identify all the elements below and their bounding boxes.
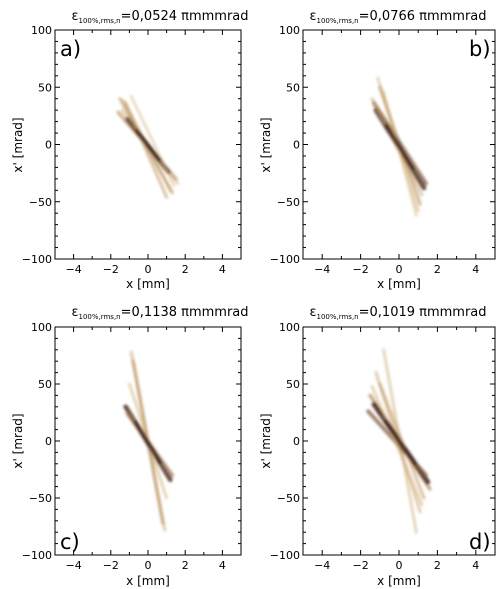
- title-value: =0,0524 πmmmrad: [121, 9, 249, 24]
- density-band: [370, 384, 424, 507]
- panel-label: a): [60, 37, 81, 61]
- x-axis-label: x [mm]: [126, 277, 170, 291]
- y-tick-label: 50: [38, 81, 52, 94]
- panel-label: b): [469, 37, 491, 61]
- x-tick-label: 4: [472, 559, 479, 572]
- density-band: [378, 382, 426, 500]
- x-tick-label: −4: [65, 559, 81, 572]
- x-tick-label: −2: [352, 263, 368, 276]
- x-tick-label: 2: [434, 263, 441, 276]
- title-epsilon: ε: [309, 9, 316, 24]
- y-tick-label: 100: [31, 24, 52, 37]
- y-tick-label: 50: [286, 81, 300, 94]
- y-tick-label: −100: [22, 549, 52, 562]
- y-axis-label: x' [mrad]: [259, 117, 273, 172]
- y-tick-label: 50: [38, 378, 52, 391]
- x-tick-label: −2: [352, 559, 368, 572]
- panel-d: ε100%,rms,n=0,1019 πmmmrad −4 −2 0 2 4 −100 −5…: [259, 305, 496, 588]
- x-axis-label: x [mm]: [126, 574, 170, 588]
- panel-label: d): [469, 530, 491, 554]
- panel-title: ε100%,rms,n=0,1019 πmmmrad: [309, 305, 486, 321]
- x-axis-label: x [mm]: [377, 277, 421, 291]
- title-subscript: 100%,rms,n: [79, 313, 121, 321]
- x-tick-label: −2: [103, 559, 119, 572]
- title-value: =0,1019 πmmmrad: [359, 305, 487, 320]
- density-core: [134, 128, 162, 162]
- y-tick-label: −50: [277, 196, 300, 209]
- y-tick-label: 0: [45, 139, 52, 152]
- panel-title: ε100%,rms,n=0,0766 πmmmrad: [309, 9, 486, 25]
- y-tick-label: 0: [293, 435, 300, 448]
- panel-c: ε100%,rms,n=0,1138 πmmmrad −4 −2 0 2 4 −100 −5…: [11, 305, 249, 588]
- density-core: [383, 419, 417, 466]
- x-tick-label: −4: [314, 559, 330, 572]
- y-tick-label: −100: [270, 253, 300, 266]
- x-tick-label: 4: [472, 263, 479, 276]
- density-marks: [116, 95, 180, 199]
- x-tick-label: 2: [182, 559, 189, 572]
- y-axis-label: x' [mrad]: [259, 413, 273, 468]
- title-subscript: 100%,rms,n: [79, 17, 121, 25]
- title-epsilon: ε: [71, 9, 78, 24]
- axis-ticks: −4 −2 0 2 4 −100 −50 0 50 100: [22, 321, 242, 572]
- title-epsilon: ε: [71, 305, 78, 320]
- density-band: [124, 101, 169, 199]
- x-tick-label: 4: [219, 263, 226, 276]
- title-value: =0,0766 πmmmrad: [359, 9, 487, 24]
- y-tick-label: −50: [29, 492, 52, 505]
- density-band: [382, 90, 418, 217]
- y-tick-label: 0: [293, 139, 300, 152]
- density-marks: [366, 348, 432, 534]
- x-tick-label: −4: [65, 263, 81, 276]
- x-tick-label: 0: [145, 559, 152, 572]
- x-tick-label: 0: [396, 263, 403, 276]
- title-value: =0,1138 πmmmrad: [121, 305, 249, 320]
- density-core: [133, 420, 163, 465]
- panel-label: c): [60, 530, 80, 554]
- title-epsilon: ε: [309, 305, 316, 320]
- x-tick-label: 0: [396, 559, 403, 572]
- axis-ticks: −4 −2 0 2 4 −100 −50 0 50 100: [270, 321, 496, 572]
- panel-a: ε100%,rms,n=0,0524 πmmmrad −4 −2 0 2 4 −100 −5…: [11, 9, 249, 291]
- density-marks: [370, 76, 428, 217]
- x-tick-label: 2: [182, 263, 189, 276]
- y-tick-label: −100: [22, 253, 52, 266]
- y-tick-label: 50: [286, 378, 300, 391]
- x-tick-label: 0: [145, 263, 152, 276]
- y-tick-label: −50: [29, 196, 52, 209]
- panel-title: ε100%,rms,n=0,0524 πmmmrad: [71, 9, 248, 25]
- y-axis-label: x' [mrad]: [11, 413, 25, 468]
- title-subscript: 100%,rms,n: [317, 17, 359, 25]
- density-core: [384, 123, 415, 171]
- x-tick-label: 2: [434, 559, 441, 572]
- y-tick-label: 100: [279, 24, 300, 37]
- y-tick-label: −100: [270, 549, 300, 562]
- x-tick-label: −4: [314, 263, 330, 276]
- x-tick-label: −2: [103, 263, 119, 276]
- y-tick-label: −50: [277, 492, 300, 505]
- x-axis-label: x [mm]: [377, 574, 421, 588]
- axis-ticks: −4 −2 0 2 4 −100 −50 0 50 100: [22, 24, 242, 276]
- axis-ticks: −4 −2 0 2 4 −100 −50 0 50 100: [270, 24, 496, 276]
- y-axis-label: x' [mrad]: [11, 117, 25, 172]
- y-tick-label: 100: [31, 321, 52, 334]
- density-band: [129, 95, 176, 188]
- y-tick-label: 100: [279, 321, 300, 334]
- x-tick-label: 4: [219, 559, 226, 572]
- panel-b: ε100%,rms,n=0,0766 πmmmrad −4 −2 0 2 4 −100 −5…: [259, 9, 496, 291]
- title-subscript: 100%,rms,n: [317, 313, 359, 321]
- y-tick-label: 0: [45, 435, 52, 448]
- panel-title: ε100%,rms,n=0,1138 πmmmrad: [71, 305, 248, 321]
- density-marks: [123, 350, 175, 532]
